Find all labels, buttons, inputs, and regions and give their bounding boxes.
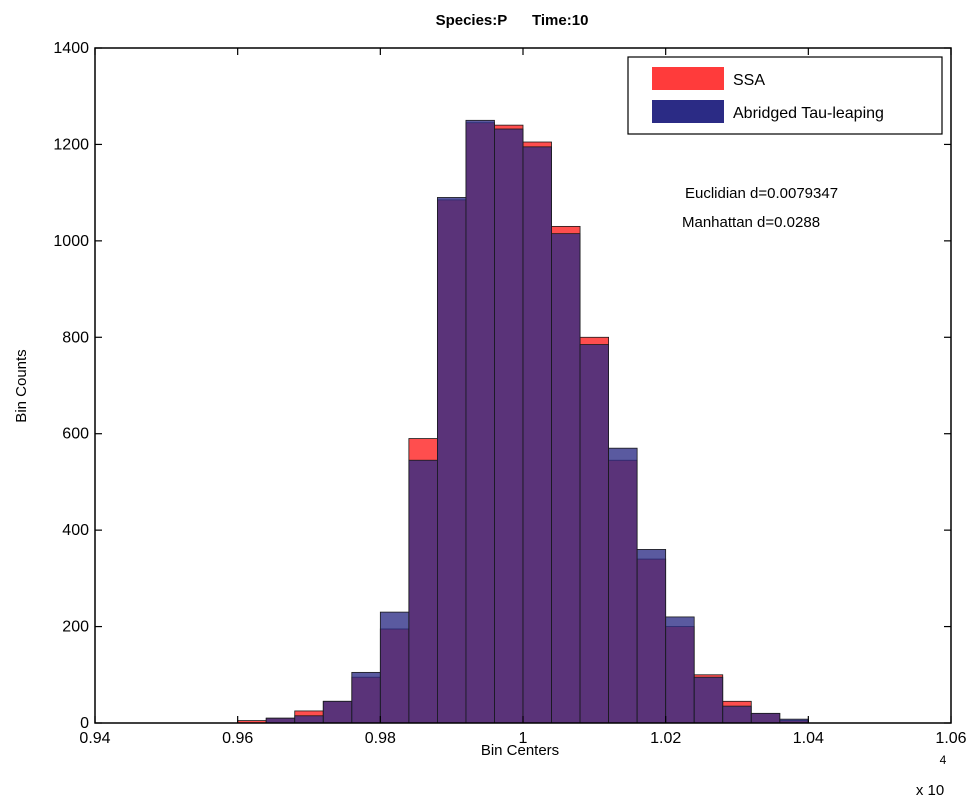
bar-abridged-tau-leaping-17 — [722, 705, 752, 724]
y-tick-label-3: 600 — [62, 426, 89, 443]
bar-abridged-tau-leaping-8 — [465, 119, 495, 724]
bar-abridged-tau-leaping-13 — [608, 447, 638, 724]
bar-abridged-tau-leaping-12 — [579, 344, 609, 724]
x-exponent-power: 4 — [940, 753, 947, 767]
y-tick-label-1: 200 — [62, 619, 89, 636]
x-tick-label-2: 0.98 — [365, 730, 396, 747]
legend-label-ssa: SSA — [733, 72, 765, 89]
legend: SSA Abridged Tau-leaping — [627, 56, 943, 135]
bars-layer — [237, 119, 809, 724]
y-tick-label-0: 0 — [80, 715, 89, 732]
bar-abridged-tau-leaping-5 — [379, 611, 410, 724]
x-tick-label-4: 1.02 — [650, 730, 681, 747]
x-axis-ticks: 0.94 0.96 0.98 1 1.02 1.04 1.06 — [79, 48, 967, 747]
annotation-manhattan: Manhattan d=0.0288 — [682, 214, 820, 231]
y-tick-label-2: 400 — [62, 522, 89, 539]
legend-swatch-abridged-tau-leaping — [652, 100, 724, 123]
y-tick-label-7: 1400 — [53, 40, 89, 57]
y-tick-label-6: 1200 — [53, 136, 89, 153]
x-tick-label-1: 0.96 — [222, 730, 253, 747]
bar-abridged-tau-leaping-14 — [636, 549, 667, 724]
bar-abridged-tau-leaping-7 — [436, 197, 467, 724]
x-tick-label-5: 1.04 — [793, 730, 824, 747]
bar-abridged-tau-leaping-9 — [494, 128, 524, 724]
bar-abridged-tau-leaping-15 — [665, 616, 695, 724]
y-axis-ticks: 0 200 400 600 800 1000 1200 1400 — [53, 40, 951, 732]
x-tick-label-0: 0.94 — [79, 730, 110, 747]
x-tick-label-6: 1.06 — [935, 730, 966, 747]
bar-abridged-tau-leaping-4 — [351, 671, 381, 724]
y-tick-label-5: 1000 — [53, 233, 89, 250]
bar-abridged-tau-leaping-18 — [750, 712, 781, 724]
x-axis-label: Bin Centers — [481, 742, 559, 759]
bar-abridged-tau-leaping-2 — [294, 715, 324, 724]
chart-title: Species:P Time:10 — [436, 12, 589, 29]
y-axis-label: Bin Counts — [13, 349, 30, 422]
bar-abridged-tau-leaping-6 — [408, 459, 438, 724]
bar-abridged-tau-leaping-11 — [551, 233, 581, 724]
x-tick-label-3: 1 — [519, 730, 528, 747]
y-tick-label-4: 800 — [62, 329, 89, 346]
bar-abridged-tau-leaping-10 — [522, 146, 552, 724]
bar-abridged-tau-leaping-16 — [693, 676, 724, 724]
legend-label-abridged-tau-leaping: Abridged Tau-leaping — [733, 105, 884, 122]
bar-abridged-tau-leaping-3 — [322, 700, 353, 724]
legend-swatch-ssa — [652, 67, 724, 90]
annotation-euclidian: Euclidian d=0.0079347 — [685, 185, 838, 202]
x-exponent-base: x 10 — [916, 782, 944, 799]
